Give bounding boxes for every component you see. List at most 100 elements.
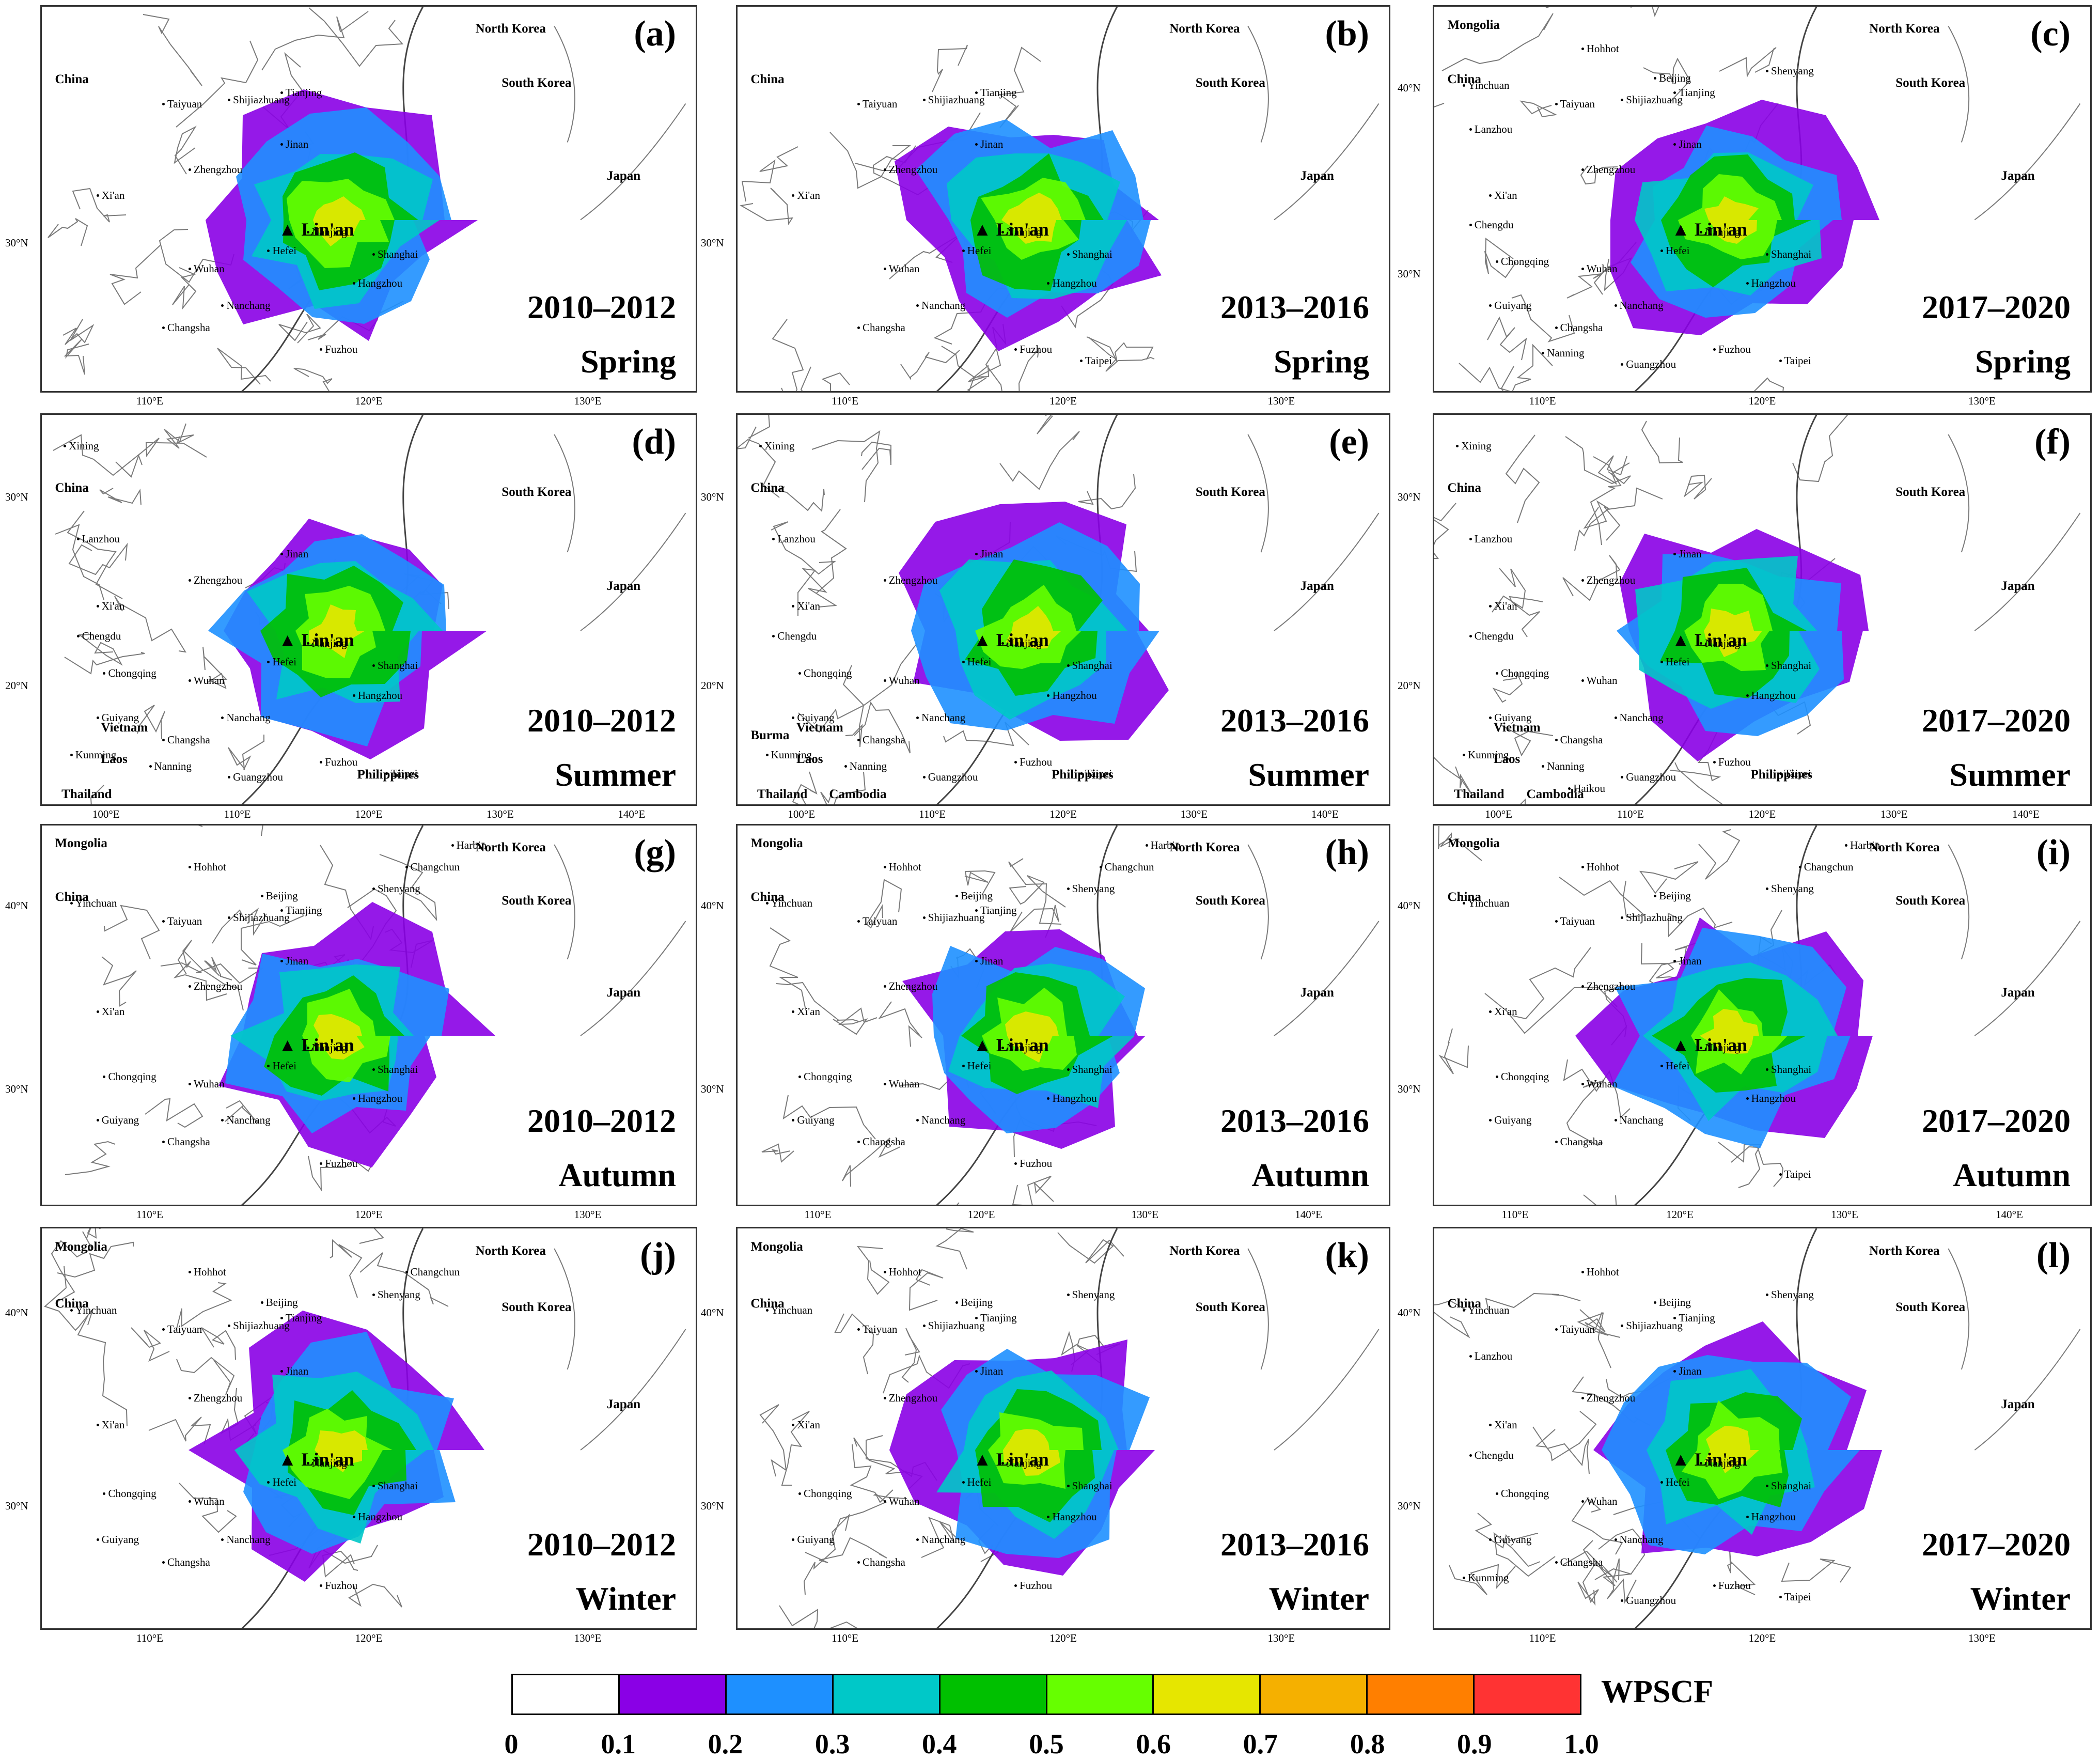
wpscf-contour [1006,606,1061,649]
x-tick-label: 130°E [1968,1632,1996,1644]
city-label: Hangzhou [1746,1092,1796,1104]
x-tick-label: 130°E [1131,1208,1159,1221]
province-border [1566,1081,1604,1146]
map-panel-l: China North Korea South Korea Japan Hohhot Sh… [1433,1227,2092,1630]
site-label-linan: ▲ Lin'an [278,630,354,650]
city-label: Changsha [162,1135,210,1148]
province-border [779,1605,858,1628]
city-label: Changsha [857,321,905,334]
country-label: China [1447,72,1481,86]
city-label: Xining [1456,440,1492,453]
province-border [1577,1312,1611,1368]
y-tick-label: 30°N [1398,268,1421,280]
city-label: Zhengzhou [1581,573,1636,586]
country-label: North Korea [475,1244,546,1258]
province-border [1434,103,1445,107]
province-border [225,1100,259,1123]
city-label: Guiyang [96,1533,139,1546]
city-label: Kunming [765,749,812,761]
province-border [278,314,321,344]
country-label: South Korea [1895,894,1966,908]
city-label: Nanchang [1614,299,1664,311]
city-label: Chongqing [103,1487,156,1500]
city-label: Hohhot [883,861,921,873]
city-label: Zhengzhou [1581,1392,1636,1405]
country-label: China [1447,1296,1481,1311]
province-border [935,1228,974,1270]
province-border [1698,829,1741,880]
province-border [1512,344,1553,391]
site-label-linan: ▲ Lin'an [278,1035,354,1055]
country-label: Laos [1493,752,1521,766]
x-tick-label: 110°E [224,808,251,820]
province-border [48,218,88,246]
country-label: Japan [1300,579,1334,594]
colorbar-tick-label: 0.1 [601,1728,636,1759]
province-border [90,785,104,804]
city-label: Yinchuan [765,897,813,909]
city-label: Hangzhou [352,277,403,290]
x-tick-label: 110°E [136,1208,163,1221]
province-border [967,346,1001,391]
city-label: Shijiazhuang [922,911,985,924]
city-label: Hefei [1660,1060,1690,1072]
country-label: North Korea [1869,840,1940,854]
city-label: Hangzhou [1746,689,1796,702]
colorbar-title: WPSCF [1601,1674,1713,1709]
y-tick-label: 30°N [701,1083,724,1096]
map-panel-d: China South Korea Japan Vietnam Laos Thailand… [40,413,697,806]
city-label: Hefei [962,1476,992,1488]
city-label: Nanjing [306,637,347,649]
city-label: Chengdu [1469,1449,1514,1462]
province-border [1519,100,1558,118]
city-label: Hefei [962,1060,992,1072]
country-label: China [750,890,785,904]
city-label: Shijiazhuang [1621,911,1683,924]
site-label-linan: ▲ Lin'an [1671,219,1748,240]
country-label: Laos [101,752,128,766]
province-border [176,1282,232,1331]
province-border [772,319,804,391]
province-border [308,7,404,67]
province-border [1438,1028,1469,1074]
province-border [776,982,860,1022]
city-label: Guangzhou [1621,1594,1676,1607]
city-label: Hangzhou [352,1092,403,1104]
x-tick-label: 110°E [919,808,946,820]
country-label: Thailand [757,787,808,801]
city-label: Fuzhou [320,756,358,769]
city-label: Beijing [1654,71,1691,84]
x-tick-label: 130°E [1180,808,1208,820]
season-label: Spring [581,343,676,380]
season-label: Winter [1970,1580,2071,1617]
country-label: Philippines [1750,768,1812,782]
y-tick-label: 30°N [1398,1083,1421,1096]
city-label: Guiyang [1489,299,1532,311]
country-label: Japan [2001,985,2035,1000]
city-label: Taiyuan [162,1323,202,1335]
city-label: Guiyang [792,711,835,724]
province-border [1559,877,1646,918]
country-label: North Korea [1169,840,1240,854]
city-label: Shijiazhuang [228,911,290,924]
city-label: Guangzhou [922,771,978,784]
province-border [1532,1426,1590,1474]
city-label: Wuhan [883,1078,920,1090]
colorbar-segment [513,1675,620,1714]
province-border [1535,1411,1597,1461]
province-border [348,1583,402,1608]
y-tick-label: 30°N [701,237,724,249]
country-label: Japan [1300,169,1334,183]
city-label: Taiyuan [1555,1323,1595,1335]
x-tick-label: 110°E [804,1208,832,1221]
x-tick-label: 140°E [1996,1208,2023,1221]
map-canvas [44,1228,686,1628]
province-border [932,44,968,92]
city-label: Wuhan [883,1495,920,1507]
city-label: Xi'an [792,1005,820,1018]
y-tick-label: 30°N [1398,1500,1421,1513]
province-border [797,568,838,616]
province-border [173,950,227,1001]
coastline-east [1247,26,1380,221]
province-border [1563,1059,1631,1119]
